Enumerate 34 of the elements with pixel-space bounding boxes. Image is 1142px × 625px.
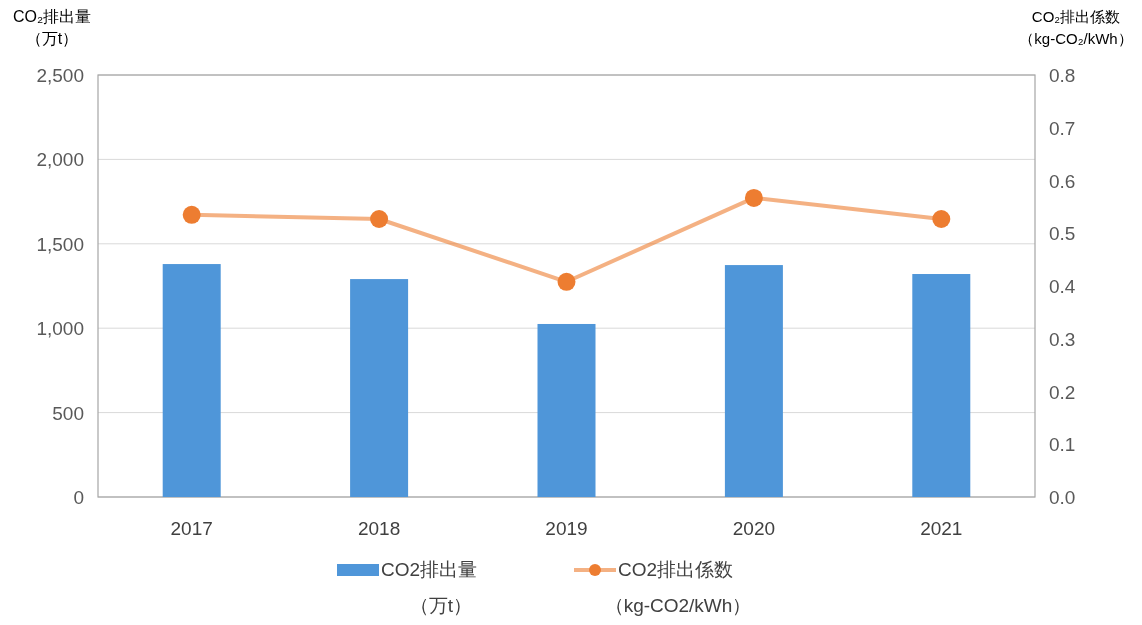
x-tick-label: 2017 xyxy=(170,518,213,539)
bar xyxy=(537,323,596,497)
y2-tick-label: 0.6 xyxy=(1049,170,1076,192)
point xyxy=(557,272,576,291)
y2-tick-label: 0.5 xyxy=(1049,223,1076,245)
point xyxy=(370,210,389,229)
y-tick-label: 0 xyxy=(73,487,84,508)
y2-tick-label: 0.0 xyxy=(1049,487,1076,508)
legend-label: CO2排出係数（kg-CO2/kWh） xyxy=(604,559,752,616)
bar xyxy=(350,279,409,497)
y2-tick-label: 0.3 xyxy=(1049,328,1076,350)
bar xyxy=(162,264,221,497)
y2-tick-label: 0.1 xyxy=(1049,434,1076,456)
y-tick-label: 1,000 xyxy=(36,318,84,340)
legend-label: CO2排出量（万t） xyxy=(381,559,478,616)
point xyxy=(744,188,763,207)
point xyxy=(182,205,201,224)
y-tick-label: 500 xyxy=(52,402,84,424)
y2-axis-title: CO₂排出係数（kg-CO₂/kWh） xyxy=(1019,8,1133,47)
y-tick-label: 1,500 xyxy=(36,233,84,255)
x-tick-label: 2020 xyxy=(732,518,776,539)
x-tick-label: 2019 xyxy=(545,518,588,539)
y2-tick-label: 0.2 xyxy=(1049,381,1076,403)
bar xyxy=(912,274,971,497)
y-tick-label: 2,500 xyxy=(36,65,84,86)
x-tick-label: 2021 xyxy=(920,518,963,539)
bar xyxy=(724,265,783,497)
y2-tick-label: 0.8 xyxy=(1049,65,1076,86)
y2-tick-label: 0.4 xyxy=(1049,276,1076,297)
y2-tick-label: 0.7 xyxy=(1049,117,1076,139)
point xyxy=(932,210,951,229)
y-tick-label: 2,000 xyxy=(36,149,84,171)
y-axis-title: CO₂排出量（万t） xyxy=(12,8,92,47)
x-tick-label: 2018 xyxy=(357,518,401,539)
